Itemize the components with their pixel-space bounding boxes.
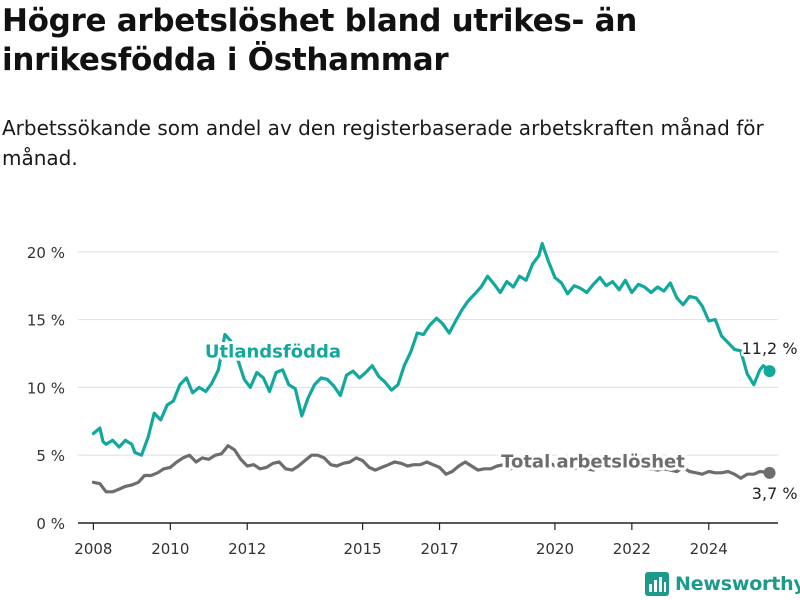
x-tick-label: 2017 xyxy=(420,540,458,558)
end-point-total xyxy=(763,466,776,479)
y-tick-label: 0 % xyxy=(36,515,65,533)
x-tick-label: 2012 xyxy=(228,540,266,558)
x-tick-label: 2010 xyxy=(151,540,189,558)
series-label-utlandsfodda: Utlandsfödda xyxy=(205,342,341,363)
x-tick-label: 2024 xyxy=(690,540,728,558)
y-tick-label: 5 % xyxy=(36,447,65,465)
chart-subtitle: Arbetssökande som andel av den registerb… xyxy=(2,116,764,170)
y-tick-label: 10 % xyxy=(27,379,65,397)
brand-name: Newsworthy xyxy=(675,573,800,595)
x-tick-label: 2020 xyxy=(536,540,574,558)
x-tick-label: 2015 xyxy=(344,540,382,558)
x-tick-label: 2022 xyxy=(613,540,651,558)
x-tick-label: 2008 xyxy=(74,540,112,558)
end-label-total: 3,7 % xyxy=(752,484,798,503)
y-tick-label: 20 % xyxy=(27,244,65,262)
chart-title: Högre arbetslöshet bland utrikes- än inr… xyxy=(2,3,638,78)
series-line-total xyxy=(91,444,772,494)
series-label-total: Total arbetslöshet xyxy=(501,451,685,472)
brand-logo: Newsworthy xyxy=(645,570,800,598)
end-point-utlandsfodda xyxy=(763,365,776,378)
end-label-utlandsfodda: 11,2 % xyxy=(742,339,798,358)
y-tick-label: 15 % xyxy=(27,312,65,330)
series-line-utlandsfodda xyxy=(91,242,772,457)
newsworthy-icon xyxy=(645,572,669,596)
